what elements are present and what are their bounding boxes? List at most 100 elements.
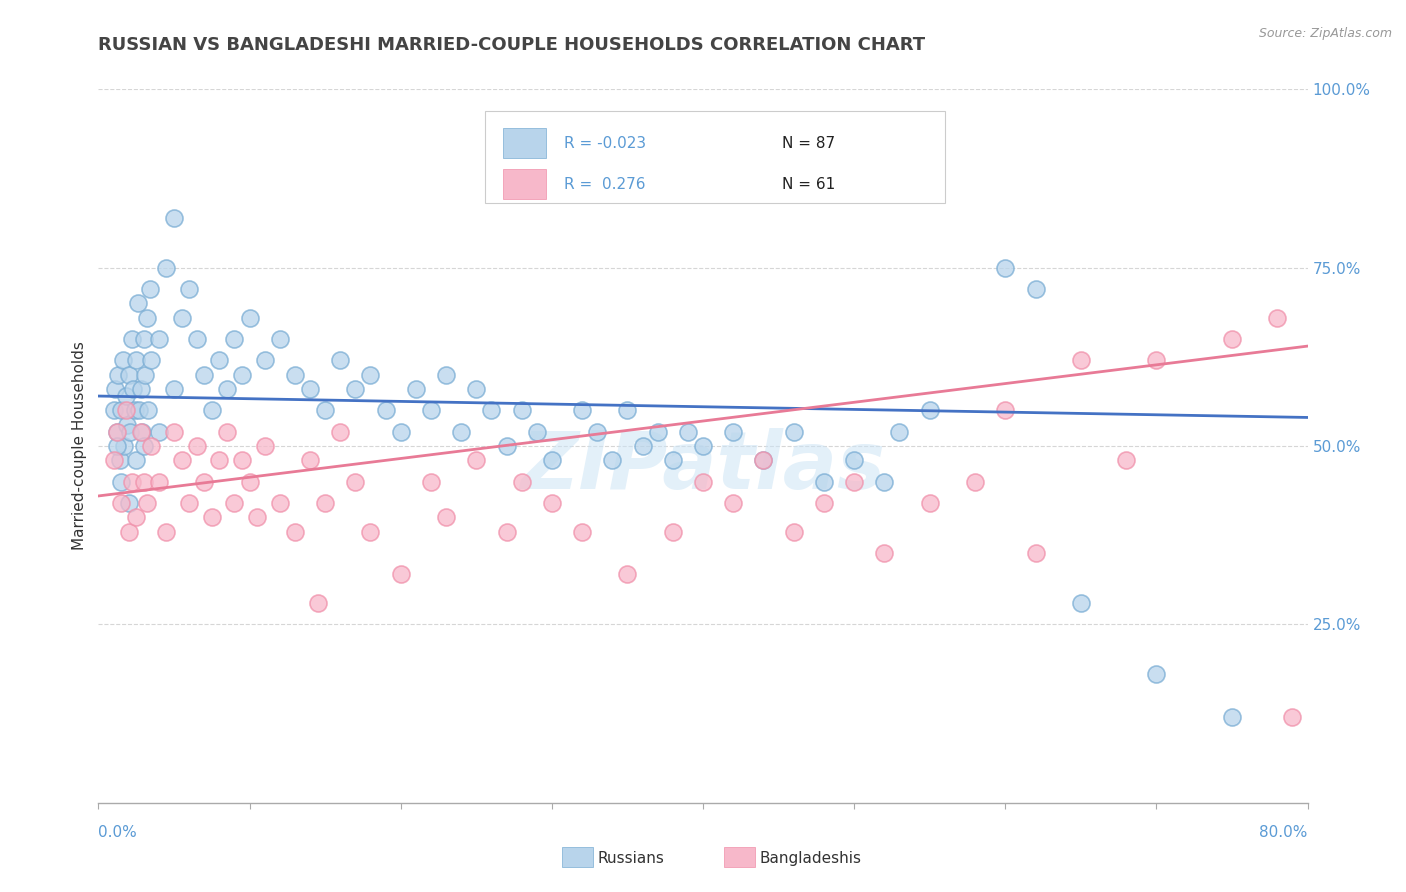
Point	[163, 211, 186, 225]
Point	[141, 439, 163, 453]
Point	[121, 475, 143, 489]
Point	[186, 439, 208, 453]
Point	[131, 425, 153, 439]
Point	[420, 403, 443, 417]
Point	[661, 524, 683, 539]
Point	[1115, 453, 1137, 467]
Point	[114, 389, 136, 403]
Point	[134, 368, 156, 382]
Point	[115, 417, 138, 432]
Point	[571, 524, 593, 539]
Point	[329, 353, 352, 368]
Point	[344, 475, 367, 489]
Point	[231, 453, 253, 467]
Text: N = 61: N = 61	[782, 177, 835, 192]
Point	[510, 475, 533, 489]
Text: N = 87: N = 87	[782, 136, 835, 151]
Point	[782, 524, 804, 539]
Point	[389, 567, 412, 582]
Point	[224, 332, 246, 346]
Point	[104, 382, 127, 396]
Point	[110, 496, 132, 510]
Point	[239, 310, 262, 325]
Point	[114, 403, 136, 417]
Text: Source: ZipAtlas.com: Source: ZipAtlas.com	[1258, 27, 1392, 40]
Point	[465, 382, 488, 396]
Point	[299, 453, 322, 467]
Text: R = -0.023: R = -0.023	[564, 136, 647, 151]
Point	[108, 453, 131, 467]
Point	[121, 332, 143, 346]
Point	[676, 425, 699, 439]
Point	[1267, 310, 1289, 325]
Point	[571, 403, 593, 417]
Point	[692, 475, 714, 489]
Point	[163, 382, 186, 396]
Point	[647, 425, 669, 439]
Point	[495, 524, 517, 539]
Point	[208, 453, 231, 467]
Point	[163, 425, 186, 439]
Text: 80.0%: 80.0%	[1260, 825, 1308, 840]
Point	[107, 368, 129, 382]
Point	[450, 425, 472, 439]
Point	[918, 496, 941, 510]
Point	[918, 403, 941, 417]
Point	[889, 425, 911, 439]
Point	[616, 567, 638, 582]
Point	[193, 368, 215, 382]
Point	[269, 496, 291, 510]
Text: RUSSIAN VS BANGLADESHI MARRIED-COUPLE HOUSEHOLDS CORRELATION CHART: RUSSIAN VS BANGLADESHI MARRIED-COUPLE HO…	[98, 36, 925, 54]
Point	[132, 332, 155, 346]
Point	[110, 403, 132, 417]
Point	[723, 425, 745, 439]
Point	[631, 439, 654, 453]
Bar	[485, 111, 945, 203]
Text: R =  0.276: R = 0.276	[564, 177, 645, 192]
Point	[844, 475, 866, 489]
Point	[253, 439, 276, 453]
Point	[239, 475, 262, 489]
Point	[135, 496, 157, 510]
Point	[155, 524, 177, 539]
Point	[110, 475, 132, 489]
Point	[231, 368, 253, 382]
Point	[1144, 667, 1167, 681]
Point	[136, 403, 159, 417]
Point	[103, 453, 125, 467]
Text: Bangladeshis: Bangladeshis	[759, 852, 862, 866]
Point	[481, 403, 503, 417]
Point	[170, 310, 193, 325]
Point	[128, 403, 150, 417]
Point	[813, 496, 835, 510]
Point	[179, 282, 201, 296]
Bar	[503, 169, 546, 199]
Bar	[503, 128, 546, 159]
Point	[105, 439, 128, 453]
Point	[186, 332, 208, 346]
Point	[224, 496, 246, 510]
Point	[994, 260, 1017, 275]
Point	[208, 353, 231, 368]
Point	[122, 382, 145, 396]
Point	[1070, 596, 1092, 610]
Point	[434, 368, 457, 382]
Point	[420, 475, 443, 489]
Point	[314, 496, 336, 510]
Point	[873, 546, 896, 560]
Point	[405, 382, 427, 396]
Point	[105, 425, 128, 439]
Point	[434, 510, 457, 524]
Point	[129, 425, 152, 439]
Point	[994, 403, 1017, 417]
Text: ZIPatlas: ZIPatlas	[520, 428, 886, 507]
Point	[148, 475, 170, 489]
Point	[360, 524, 382, 539]
Point	[299, 382, 322, 396]
Point	[118, 496, 141, 510]
Point	[124, 403, 146, 417]
Point	[103, 403, 125, 417]
Point	[253, 353, 276, 368]
Point	[148, 332, 170, 346]
Point	[374, 403, 396, 417]
